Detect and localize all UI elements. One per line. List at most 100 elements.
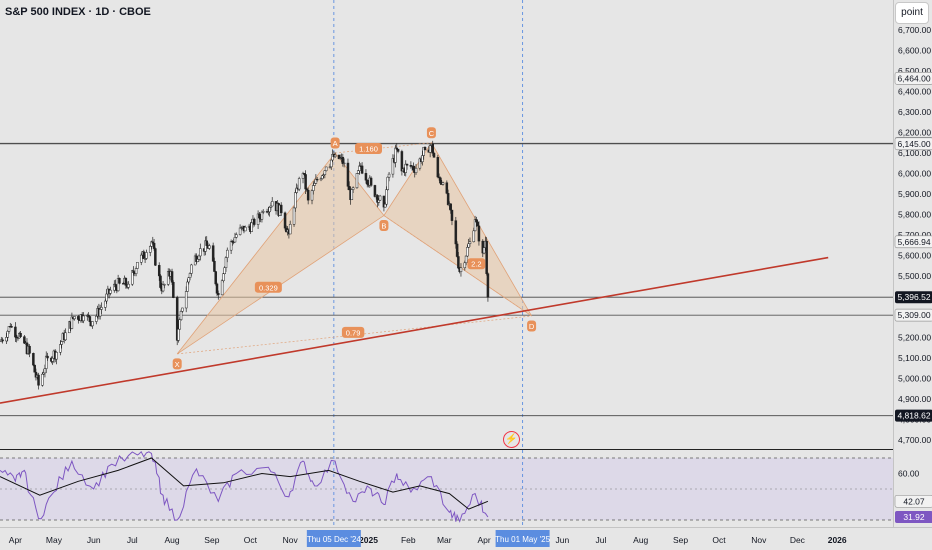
candle-up [139, 254, 143, 263]
scale-mode-button[interactable]: point [895, 2, 929, 24]
candle-down [346, 162, 350, 187]
time-tick-label: Jul [595, 535, 606, 545]
candle-down [396, 148, 400, 152]
price-label-box [894, 137, 932, 151]
price-label-box [894, 494, 932, 508]
candle-up [355, 173, 359, 189]
candle-up [463, 262, 467, 269]
candle-down [159, 275, 162, 288]
time-tick-label: Sep [204, 535, 219, 545]
lightning-icon[interactable]: ⚡ [503, 431, 520, 448]
candle-down [32, 353, 35, 366]
candle-down [315, 178, 319, 181]
pattern-ratio-label: 0.79 [346, 328, 361, 337]
price-tick-label: 5,200.00 [898, 333, 931, 343]
price-tick-label: 6,200.00 [898, 128, 931, 138]
candle-up [177, 328, 180, 341]
candle-down [373, 185, 377, 197]
candle-down [124, 277, 128, 286]
candle-up [186, 281, 189, 292]
candle-down [118, 278, 121, 284]
candle-up [178, 319, 182, 330]
candle-down [142, 251, 146, 259]
candle-down [369, 177, 373, 186]
price-label-box [894, 235, 932, 249]
candle-up [472, 230, 476, 243]
time-tick-label: Oct [244, 535, 258, 545]
candle-down [348, 186, 351, 191]
candle-down [14, 326, 17, 338]
candle-up [351, 187, 355, 190]
candle-down [258, 213, 261, 219]
candle-up [323, 170, 327, 175]
candle-down [170, 271, 174, 283]
time-tick-label: Mar [437, 535, 452, 545]
time-tick-label: 2026 [828, 535, 847, 545]
pattern-ratio-label-bg [341, 326, 365, 338]
price-tick-label: 6,300.00 [898, 107, 931, 117]
candle-up [268, 207, 271, 213]
candle-up [261, 211, 265, 213]
price-label: 5,666.94 [897, 237, 930, 247]
candle-up [105, 293, 108, 302]
pattern-point-label: C [429, 129, 435, 138]
candle-down [154, 248, 157, 266]
candle-down [1, 339, 4, 342]
pattern-ratio-label: 1.160 [359, 144, 378, 153]
candle-up [100, 307, 103, 310]
candle-up [148, 246, 152, 253]
pattern-point-label: A [333, 139, 338, 148]
chart-title: S&P 500 INDEX · 1D · CBOE [5, 6, 151, 18]
candle-down [132, 270, 135, 273]
candle-down [457, 256, 460, 269]
candle-down [304, 174, 307, 190]
candle-up [229, 241, 233, 251]
price-label: 6,464.00 [897, 73, 930, 83]
price-tick-label: 6,700.00 [898, 25, 931, 35]
candle-up [235, 234, 238, 238]
candle-down [445, 182, 449, 194]
candle-down [215, 283, 219, 294]
candle-down [23, 336, 26, 344]
candle-up [250, 222, 253, 232]
time-tick-label: Dec [790, 535, 806, 545]
candle-up [59, 344, 62, 353]
price-label-box [895, 511, 932, 524]
candle-down [283, 212, 287, 229]
rsi-line [0, 450, 489, 523]
candle-up [190, 264, 193, 274]
candle-up [204, 240, 207, 252]
candle-up [459, 267, 463, 272]
candle-down [454, 220, 458, 245]
candle-down [28, 345, 31, 354]
time-tick-label: 2025 [359, 535, 378, 545]
candle-down [486, 273, 490, 298]
candle-up [134, 268, 138, 274]
candle-up [163, 284, 166, 286]
candle-up [378, 195, 382, 201]
price-label-box [894, 308, 932, 322]
candle-down [152, 242, 156, 249]
price-label: 6,145.00 [897, 139, 930, 149]
candle-up [387, 173, 391, 178]
price-tick-label: 4,900.00 [898, 394, 931, 404]
candle-up [98, 309, 102, 317]
candle-up [179, 311, 183, 320]
price-label: 5,396.52 [897, 292, 930, 302]
pattern-point-label-bg [379, 220, 389, 232]
candle-up [310, 190, 314, 201]
candle-down [395, 147, 399, 150]
time-tick-label: Jun [87, 535, 101, 545]
price-tick-label: 6,500.00 [898, 66, 931, 76]
candle-up [222, 273, 225, 282]
pattern-point-label-bg [527, 320, 537, 332]
candle-up [184, 291, 188, 309]
candle-up [324, 166, 328, 172]
time-highlight-box [495, 530, 550, 547]
candle-down [432, 152, 436, 158]
candle-up [269, 205, 273, 208]
price-tick-label: 5,800.00 [898, 210, 931, 220]
candle-down [19, 333, 22, 337]
